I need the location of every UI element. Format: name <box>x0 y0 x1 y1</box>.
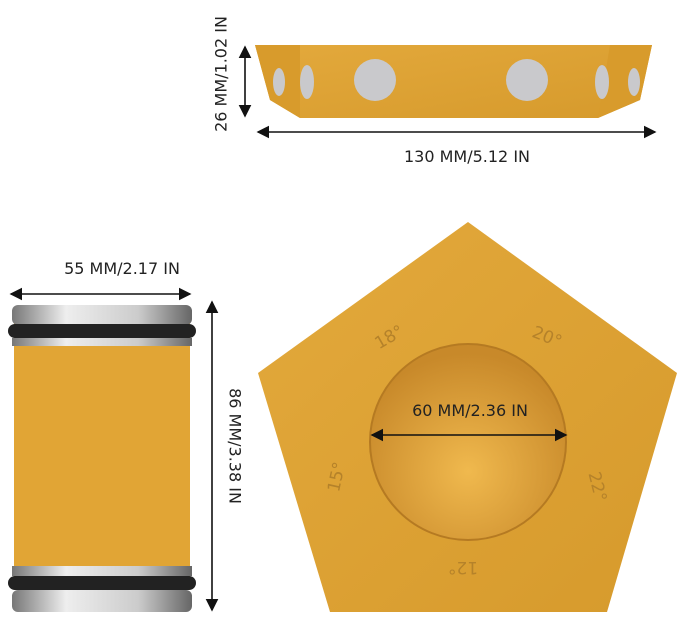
bar-piece <box>255 45 652 118</box>
dimension-label: 130 MM/5.12 IN <box>404 147 530 166</box>
cylinder-piece <box>8 305 196 612</box>
dimension-label: 86 MM/3.38 IN <box>226 388 245 504</box>
pentagon-piece <box>258 222 677 612</box>
dimension-label: 26 MM/1.02 IN <box>212 16 231 132</box>
dimension-label: 60 MM/2.36 IN <box>412 401 528 420</box>
angle-label: 12° <box>448 557 478 577</box>
dimension-label: 55 MM/2.17 IN <box>64 259 180 278</box>
